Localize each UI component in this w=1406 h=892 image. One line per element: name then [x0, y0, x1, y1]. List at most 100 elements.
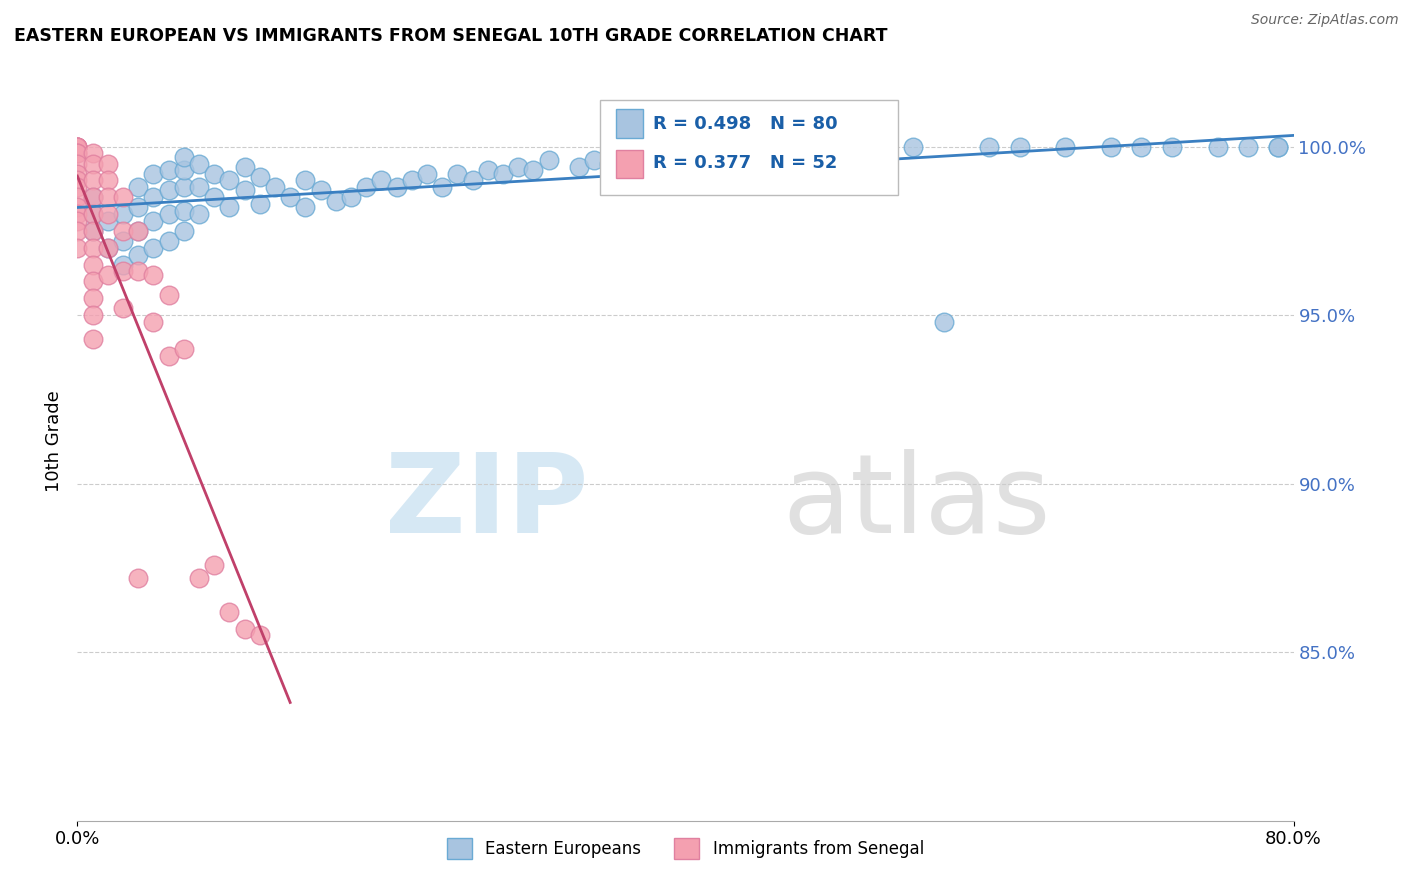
Point [233, 184, 256, 198]
Point [82, 224, 104, 238]
Point [325, 194, 347, 208]
Point [173, 180, 195, 194]
Point [278, 190, 301, 204]
Point [97, 207, 120, 221]
Point [82, 146, 104, 161]
Point [66, 207, 89, 221]
Bar [616, 110, 643, 138]
Point [111, 224, 134, 238]
Point [249, 169, 271, 184]
Point [202, 558, 225, 572]
Point [1206, 139, 1229, 153]
Point [1237, 139, 1260, 153]
Point [264, 180, 287, 194]
Point [127, 224, 149, 238]
Point [188, 156, 211, 170]
Point [66, 146, 89, 161]
Point [735, 146, 758, 161]
Point [82, 207, 104, 221]
Point [309, 184, 332, 198]
Point [127, 200, 149, 214]
Point [97, 214, 120, 228]
Point [1161, 139, 1184, 153]
Point [82, 308, 104, 322]
Point [903, 139, 925, 153]
Point [173, 203, 195, 218]
Point [796, 143, 818, 157]
Point [249, 197, 271, 211]
Point [430, 180, 453, 194]
Text: atlas: atlas [783, 449, 1052, 556]
Point [82, 224, 104, 238]
Point [82, 190, 104, 204]
Point [82, 156, 104, 170]
Bar [616, 150, 643, 178]
Point [537, 153, 560, 168]
Point [401, 173, 423, 187]
Point [111, 207, 134, 221]
Point [97, 241, 120, 255]
Point [218, 173, 240, 187]
Point [66, 139, 89, 153]
Point [1099, 139, 1122, 153]
Point [127, 224, 149, 238]
Point [508, 160, 530, 174]
Point [340, 190, 363, 204]
Point [82, 190, 104, 204]
Point [249, 628, 271, 642]
Point [704, 146, 727, 161]
Point [66, 146, 89, 161]
Point [856, 139, 879, 153]
Point [1130, 139, 1153, 153]
Point [416, 167, 439, 181]
Point [173, 342, 195, 356]
Point [97, 268, 120, 282]
Point [675, 146, 697, 161]
Point [66, 224, 89, 238]
Point [477, 163, 499, 178]
Point [218, 605, 240, 619]
Point [82, 258, 104, 272]
Point [142, 315, 165, 329]
Point [97, 190, 120, 204]
Text: Source: ZipAtlas.com: Source: ZipAtlas.com [1251, 13, 1399, 28]
Point [188, 207, 211, 221]
Point [82, 291, 104, 305]
Point [127, 247, 149, 261]
Point [1267, 139, 1289, 153]
Point [979, 139, 1001, 153]
FancyBboxPatch shape [600, 101, 898, 195]
Point [97, 156, 120, 170]
Point [157, 184, 180, 198]
Point [111, 190, 134, 204]
Point [644, 146, 666, 161]
Point [66, 200, 89, 214]
Point [66, 241, 89, 255]
Point [142, 214, 165, 228]
Point [127, 571, 149, 585]
Point [142, 268, 165, 282]
Point [66, 156, 89, 170]
Point [613, 150, 636, 164]
Point [82, 241, 104, 255]
Point [1054, 139, 1077, 153]
Point [97, 241, 120, 255]
Point [1008, 139, 1031, 153]
Point [827, 139, 849, 153]
Point [157, 163, 180, 178]
Text: R = 0.498   N = 80: R = 0.498 N = 80 [652, 115, 837, 133]
Point [294, 173, 316, 187]
Point [461, 173, 484, 187]
Point [598, 156, 620, 170]
Point [111, 234, 134, 248]
Point [66, 173, 89, 187]
Point [82, 275, 104, 289]
Point [66, 180, 89, 194]
Point [142, 190, 165, 204]
Point [111, 264, 134, 278]
Point [188, 180, 211, 194]
Point [66, 139, 89, 153]
Point [111, 258, 134, 272]
Point [82, 332, 104, 346]
Point [568, 160, 591, 174]
